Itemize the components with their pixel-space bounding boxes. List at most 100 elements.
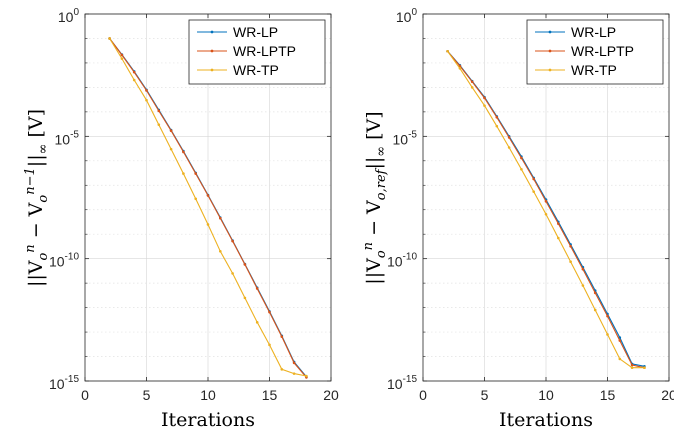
data-point-wr-tp (458, 67, 462, 70)
data-point-wr-tp (145, 98, 148, 102)
data-point-wr-tp (108, 37, 111, 40)
data-point-wr-lptp (194, 172, 197, 175)
data-point-wr-lptp (630, 363, 634, 367)
x-tick-label: 10 (538, 387, 554, 403)
y-tick-label: 100 (396, 7, 418, 25)
data-point-wr-tp (132, 78, 136, 82)
x-tick-label: 15 (262, 387, 278, 403)
data-point-wr-lptp (206, 194, 210, 197)
data-point-wr-lptp (544, 200, 548, 203)
y-tick-label: 10-15 (387, 374, 417, 392)
data-point-wr-tp (255, 321, 259, 324)
data-point-wr-lptp (532, 177, 535, 181)
y-tick-label: 10-10 (49, 252, 79, 270)
data-point-wr-lptp (618, 339, 622, 342)
x-axis-title: Iterations (499, 409, 593, 431)
x-tick-label: 10 (200, 387, 216, 403)
data-point-wr-tp (606, 333, 609, 336)
data-point-wr-lptp (292, 361, 296, 365)
y-tick-label: 100 (58, 7, 80, 25)
x-tick-label: 0 (419, 387, 427, 403)
data-point-wr-tp (231, 272, 234, 275)
legend-label: WR-TP (571, 62, 617, 78)
data-point-wr-tp (446, 49, 449, 53)
y-tick-label: 10-5 (393, 129, 418, 147)
data-point-wr-lptp (243, 263, 247, 266)
data-point-wr-lptp (157, 109, 161, 113)
data-point-wr-lptp (120, 53, 124, 57)
chart-panel-left: 0 5 10 15 20 10-15 10-10 10-5 100 Iterations ||Von… (23, 7, 339, 431)
data-point-wr-lptp (268, 310, 271, 314)
data-point-wr-tp (483, 104, 486, 107)
data-point-wr-tp (268, 343, 271, 347)
y-tick-label: 10-15 (49, 374, 79, 392)
data-point-wr-tp (157, 123, 161, 126)
x-tick-label: 5 (481, 387, 489, 403)
y-tick-label: 10-5 (55, 129, 80, 147)
data-point-wr-lptp (145, 89, 148, 92)
legend-marker (548, 68, 552, 72)
data-point-wr-tp (169, 147, 173, 151)
data-point-wr-tp (581, 284, 585, 287)
legend-label: WR-LPTP (571, 43, 634, 59)
data-point-wr-tp (194, 197, 197, 201)
legend-marker (210, 68, 214, 72)
x-tick-label: 20 (323, 387, 339, 403)
legend: WR-LP WR-LPTP WR-TP (188, 19, 326, 85)
x-tick-label: 20 (661, 387, 674, 403)
y-tick-label: 10-10 (387, 252, 417, 270)
y-axis-title: ||Von − Vo,ref||∞ [V] (361, 111, 389, 284)
data-point-wr-tp (495, 124, 499, 128)
data-point-wr-lptp (169, 129, 173, 132)
data-point-wr-tp (243, 296, 247, 300)
legend: WR-LP WR-LPTP WR-TP (526, 19, 664, 85)
legend-label: WR-TP (233, 62, 279, 78)
data-point-wr-lptp (483, 96, 486, 100)
data-point-wr-tp (643, 366, 646, 369)
data-point-wr-tp (280, 368, 284, 371)
legend-label: WR-LP (233, 24, 278, 40)
legend-label: WR-LPTP (233, 43, 296, 59)
data-point-wr-tp (520, 167, 523, 171)
legend-marker (210, 30, 214, 34)
legend-marker (210, 49, 214, 53)
x-tick-label: 5 (143, 387, 151, 403)
data-point-wr-tp (569, 260, 572, 264)
data-point-wr-lptp (507, 136, 511, 139)
data-point-wr-tp (618, 357, 622, 361)
data-point-wr-lptp (182, 150, 185, 154)
data-point-wr-tp (557, 236, 560, 240)
data-point-wr-tp (292, 372, 296, 375)
data-point-wr-tp (593, 308, 597, 312)
data-point-wr-tp (507, 146, 511, 149)
chart-panel-right: 0 5 10 15 20 10-15 10-10 10-5 100 Iterations ||Von… (361, 7, 674, 431)
data-point-wr-tp (219, 250, 222, 253)
data-point-wr-tp (470, 86, 474, 89)
data-point-wr-lptp (593, 291, 597, 295)
data-point-wr-tp (532, 190, 535, 193)
x-axis-title: Iterations (161, 409, 255, 431)
data-point-wr-tp (544, 213, 548, 216)
data-point-wr-tp (120, 57, 124, 60)
y-axis-title: ||Von − Von−1||∞ [V] (23, 109, 51, 287)
data-point-wr-lptp (495, 115, 499, 119)
data-point-wr-lptp (231, 239, 234, 243)
data-point-wr-lptp (606, 314, 609, 318)
data-point-wr-tp (630, 366, 634, 369)
x-tick-label: 15 (600, 387, 616, 403)
data-point-wr-lptp (280, 335, 284, 338)
data-point-wr-lptp (219, 216, 222, 220)
series-group (108, 37, 308, 379)
data-point-wr-tp (206, 223, 210, 226)
data-point-wr-tp (305, 374, 308, 378)
legend-marker (548, 30, 552, 34)
data-point-wr-lptp (520, 156, 523, 160)
data-point-wr-tp (182, 172, 185, 175)
legend-marker (548, 49, 552, 53)
data-point-wr-lptp (132, 70, 136, 74)
data-point-wr-lptp (581, 267, 585, 271)
x-tick-label: 0 (81, 387, 89, 403)
legend-label: WR-LP (571, 24, 616, 40)
data-point-wr-lptp (569, 245, 572, 248)
